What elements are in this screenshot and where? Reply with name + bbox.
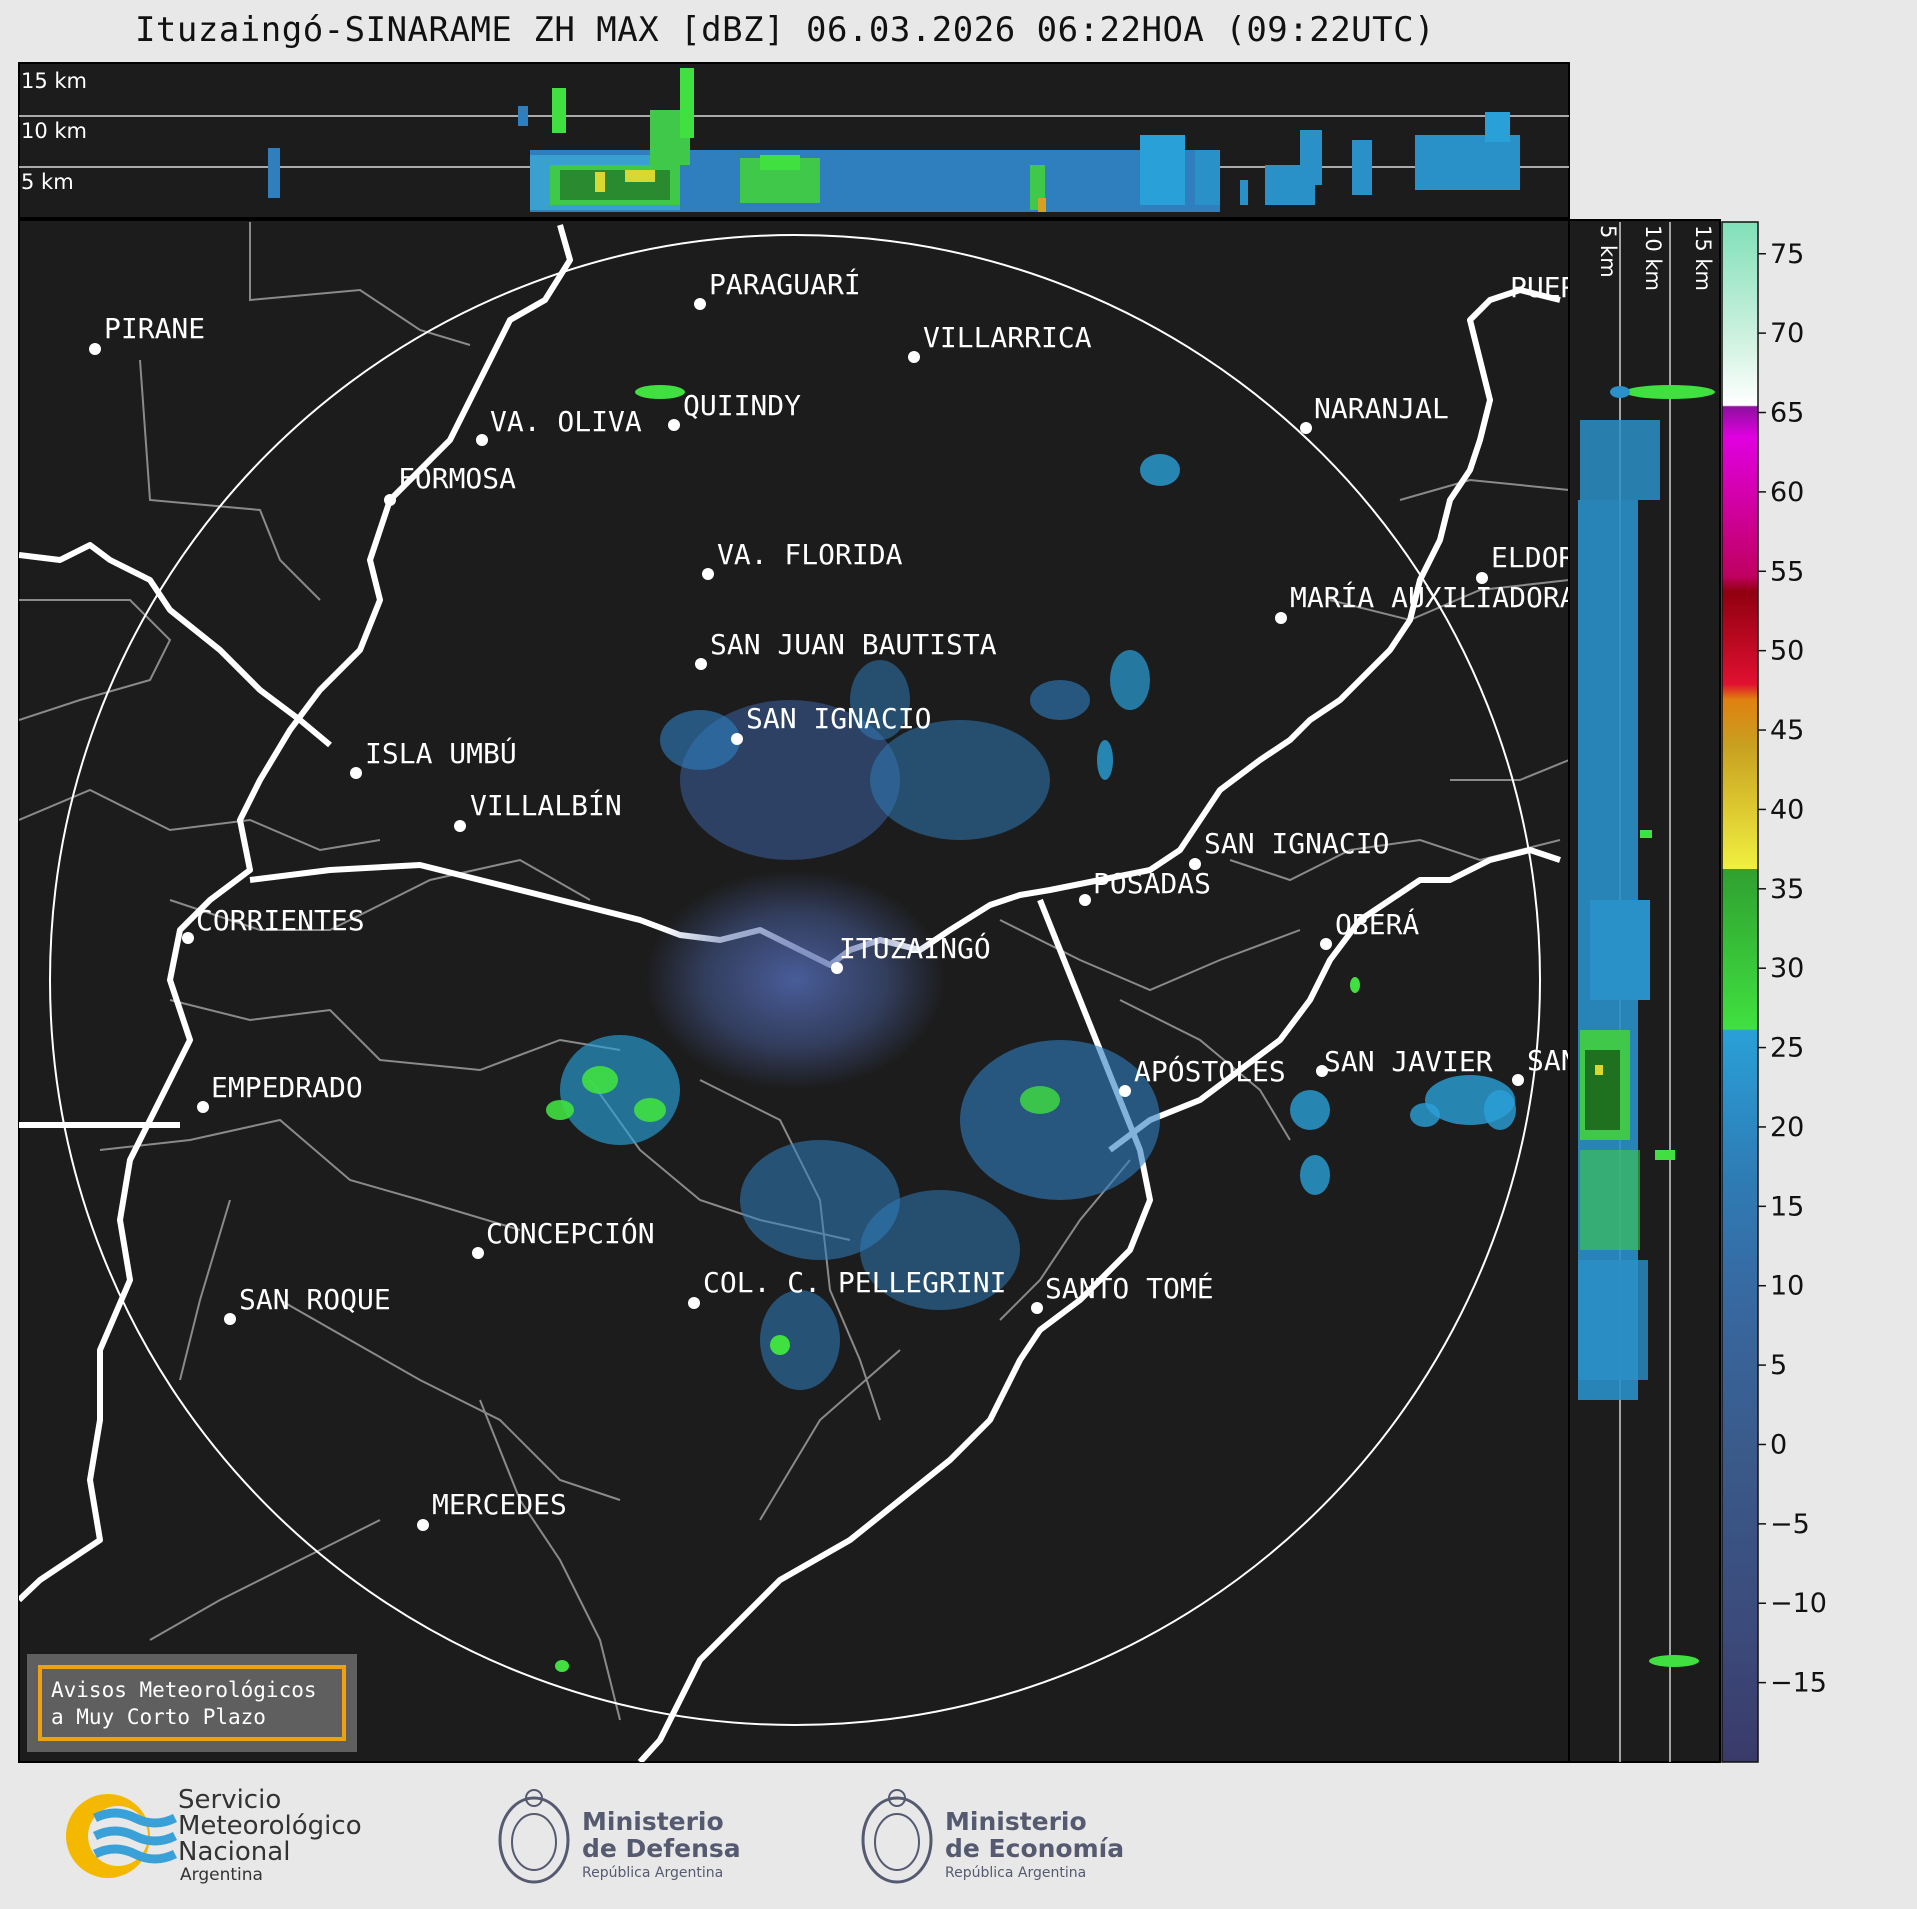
footer-logos: Servicio Meteorológico Nacional Argentin… [66,1785,1124,1885]
colorbar-tick-label: 55 [1770,556,1804,587]
colorbar-tick-label: 5 [1770,1350,1787,1381]
side-profile-echoes [1578,385,1715,1667]
smn-line-3: Nacional [178,1837,290,1867]
warning-line-1: Avisos Meteorológicos [51,1678,317,1702]
city-label: VILLARRICA [923,321,1092,354]
city-label: ELDORADO [1491,541,1626,574]
colorbar-tick-label: 65 [1770,398,1804,429]
smn-line-1: Servicio [178,1785,281,1815]
city-label: OBERÁ [1335,907,1419,941]
city-label: POSADAS [1093,867,1211,900]
colorbar-tick-label: 40 [1770,794,1804,825]
warning-box: Avisos Meteorológicos a Muy Corto Plazo [27,1654,357,1752]
city-label: EMPEDRADO [211,1071,363,1104]
top-profile-echoes [268,68,1520,212]
city-label: QUIINDY [683,389,801,422]
city-label: PARAGUARÍ [709,267,861,301]
smn-logo: Servicio Meteorológico Nacional Argentin… [66,1785,362,1885]
top-height-label-10km: 10 km [21,119,87,143]
side-height-profile: 5 km 10 km 15 km [1568,219,1721,1763]
colorbar-tick-label: 0 [1770,1429,1787,1460]
radar-map: PIRANE PARAGUARÍ VILLARRICA QUIINDY VA. … [18,219,1626,1763]
colorbar-tick-label: 50 [1770,636,1804,667]
city-markers: PIRANE PARAGUARÍ VILLARRICA QUIINDY VA. … [89,267,1626,1531]
colorbar-tick-label: 25 [1770,1033,1804,1064]
colorbar-tick-label: 10 [1770,1271,1804,1302]
colorbar-tick-label: 60 [1770,477,1804,508]
colorbar-tick-label: 70 [1770,318,1804,349]
economia-line-2: de Economía [945,1834,1124,1863]
city-label: CORRIENTES [196,904,365,937]
top-height-label-5km: 5 km [21,170,74,194]
page-title: Ituzaingó-SINARAME ZH MAX [dBZ] 06.03.20… [134,10,1436,50]
top-height-label-15km: 15 km [21,69,87,93]
defensa-line-1: Ministerio [582,1807,724,1836]
city-label: SAN IGNACIO [746,702,931,735]
city-label: ITUZAINGÓ [839,931,991,965]
top-height-profile: 15 km 10 km 5 km [18,62,1570,219]
city-label: SAN IGNACIO [1204,827,1389,860]
city-label: SAN ROQUE [239,1283,391,1316]
smn-line-2: Meteorológico [178,1811,362,1841]
city-label: MARÍA AUXILIADORA [1290,580,1577,614]
city-label: MERCEDES [432,1488,567,1521]
city-label: NARANJAL [1314,392,1449,425]
city-label: SAN JUAN BAUTISTA [710,628,997,661]
city-label: PIRANE [104,312,205,345]
defensa-line-3: República Argentina [582,1865,723,1881]
defensa-line-2: de Defensa [582,1834,741,1863]
city-label: APÓSTOLES [1134,1054,1286,1088]
colorbar-tick-label: 35 [1770,874,1804,905]
colorbar-tick-label: 20 [1770,1112,1804,1143]
rivers [19,224,1561,1762]
city-label: ISLA UMBÚ [365,736,517,770]
colorbar-tick-label: −10 [1770,1588,1827,1619]
economia-logo: Ministerio de Economía República Argenti… [861,1789,1124,1884]
range-ring [49,234,1541,1726]
warning-line-2: a Muy Corto Plazo [51,1705,266,1729]
city-label: VILLALBÍN [470,788,622,822]
economia-line-1: Ministerio [945,1807,1087,1836]
smn-line-4: Argentina [180,1865,263,1885]
city-label: SAN [1527,1044,1578,1077]
city-label: SAN JAVIER [1324,1045,1493,1078]
economia-line-3: República Argentina [945,1865,1086,1881]
city-label: COL. C. PELLEGRINI [703,1266,1006,1299]
city-label: CONCEPCIÓN [486,1216,655,1250]
colorbar-tick-label: 45 [1770,715,1804,746]
colorbar-tick-label: 30 [1770,953,1804,984]
colorbar-tick-label: −5 [1770,1509,1810,1540]
side-height-label-5km: 5 km [1596,225,1620,278]
defensa-logo: Ministerio de Defensa República Argentin… [498,1789,741,1884]
city-label: FORMOSA [398,462,516,495]
side-height-label-15km: 15 km [1691,225,1715,291]
side-height-label-10km: 10 km [1641,225,1665,291]
city-label: VA. OLIVA [490,405,642,438]
city-label: PUERTO [1510,271,1611,304]
city-label: SANTO TOMÉ [1045,1271,1214,1305]
colorbar-tick-label: 75 [1770,239,1804,270]
colorbar-tick-label: −15 [1770,1668,1827,1699]
city-label: VA. FLORIDA [717,538,903,571]
colorbar-tick-label: 15 [1770,1191,1804,1222]
